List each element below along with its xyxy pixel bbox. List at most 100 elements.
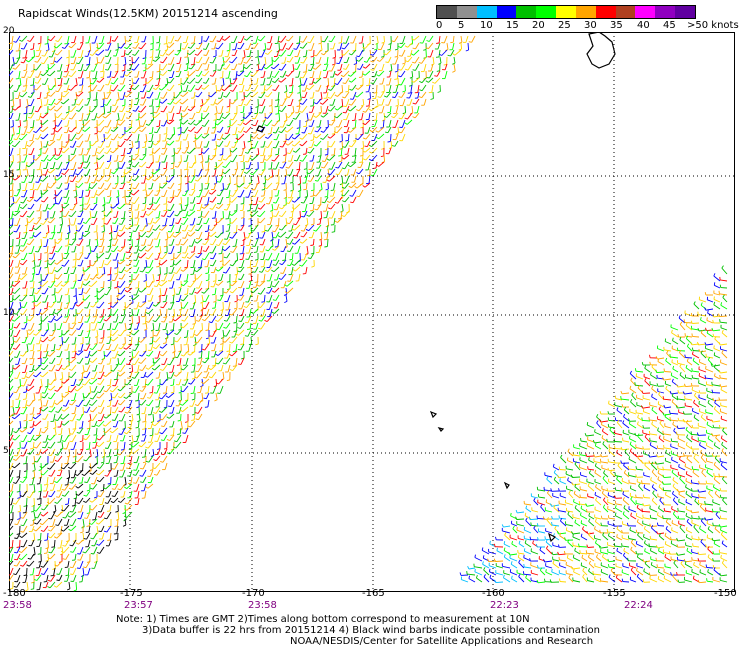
wind-barb-flag [324,195,328,198]
wind-barb-flag [223,319,228,322]
wind-barb-flag [338,42,342,44]
wind-barb [303,210,308,218]
wind-barb [184,203,189,211]
wind-barb-flag [72,238,76,240]
wind-barb-flag [221,263,225,266]
wind-barb [159,308,162,315]
wind-barb-flag [271,311,275,314]
wind-barb [148,301,154,309]
wind-barb-flag [328,123,332,126]
wind-barb-flag [110,89,114,92]
wind-barb [9,350,14,358]
wind-barb-flag [261,231,265,233]
wind-barb-flag [55,40,59,43]
wind-barb-flag [151,367,155,371]
wind-barb-flag [139,158,143,161]
wind-barb-flag [247,140,251,143]
wind-barb [380,91,385,98]
wind-barb-flag [279,145,283,148]
wind-barb [219,196,224,205]
wind-barb-flag [203,54,207,56]
wind-barb [64,203,70,209]
wind-barb-flag [39,129,43,132]
wind-barb-flag [233,307,238,310]
wind-barb-flag [145,312,149,315]
wind-barb-flag [284,284,288,287]
wind-barb [260,91,266,99]
wind-barb-flag [131,356,135,359]
wind-barb [64,336,70,343]
wind-barb-flag [385,131,389,134]
wind-barb [311,77,315,85]
wind-barb-flag [691,333,693,337]
wind-barb [110,329,112,337]
wind-barb-flag [9,278,10,280]
wind-barb [162,343,168,349]
wind-barb [162,63,168,71]
wind-barb [180,203,183,211]
wind-barb [14,105,21,111]
wind-barb [310,252,315,259]
wind-barb [247,231,252,239]
wind-barb [255,280,259,288]
wind-barb [24,231,28,239]
wind-barb [28,161,35,168]
wind-barb [56,315,63,322]
wind-barb-flag [240,119,244,122]
wind-barb [340,35,343,43]
wind-barb-flag [186,81,191,84]
wind-barb-flag [49,334,53,337]
wind-barb [291,77,294,86]
wind-barb [153,168,161,175]
wind-barb-flag [151,172,155,175]
wind-barb [692,322,700,324]
wind-barb-flag [223,95,227,98]
wind-barb [96,231,98,240]
wind-barb [218,266,224,272]
wind-barb [120,259,126,265]
wind-barb-flag [283,154,287,157]
wind-barb [219,294,224,301]
wind-barb-flag [98,362,102,365]
wind-barb-flag [258,96,262,99]
wind-barb [255,322,259,330]
wind-barb [186,259,189,268]
wind-barb [452,35,455,43]
wind-barb [74,259,77,267]
wind-barb [222,182,224,190]
wind-barb-flag [394,78,398,80]
wind-barb [154,112,161,119]
wind-barb [298,126,301,134]
wind-barb [268,252,273,261]
wind-barb [225,63,231,70]
wind-barb-flag [26,215,30,218]
wind-barb [136,252,140,261]
wind-barb [169,84,175,91]
wind-barb [350,105,357,112]
wind-barb [260,287,266,295]
wind-barb [187,140,190,148]
colorbar-label: 5 [458,20,465,31]
wind-barb [64,140,70,148]
wind-barb-flag [12,213,16,216]
wind-barb-flag [160,368,164,371]
wind-barb-flag [139,369,143,372]
wind-barb-flag [250,74,254,77]
wind-barb [148,308,154,315]
wind-barb-flag [103,354,108,357]
wind-barb-flag [159,354,163,357]
wind-barb-flag [229,313,233,316]
wind-barb-flag [272,264,276,266]
wind-barb [316,98,322,105]
wind-barb [134,196,140,204]
wind-barb-flag [152,340,156,343]
wind-barb-flag [150,329,154,332]
wind-barb [269,259,273,268]
wind-barb [87,315,91,323]
wind-barb-flag [34,188,38,191]
wind-barb [282,98,287,106]
wind-barb [25,49,28,58]
wind-barb [289,273,294,282]
wind-barb [318,56,322,64]
wind-barb-flag [105,69,109,71]
